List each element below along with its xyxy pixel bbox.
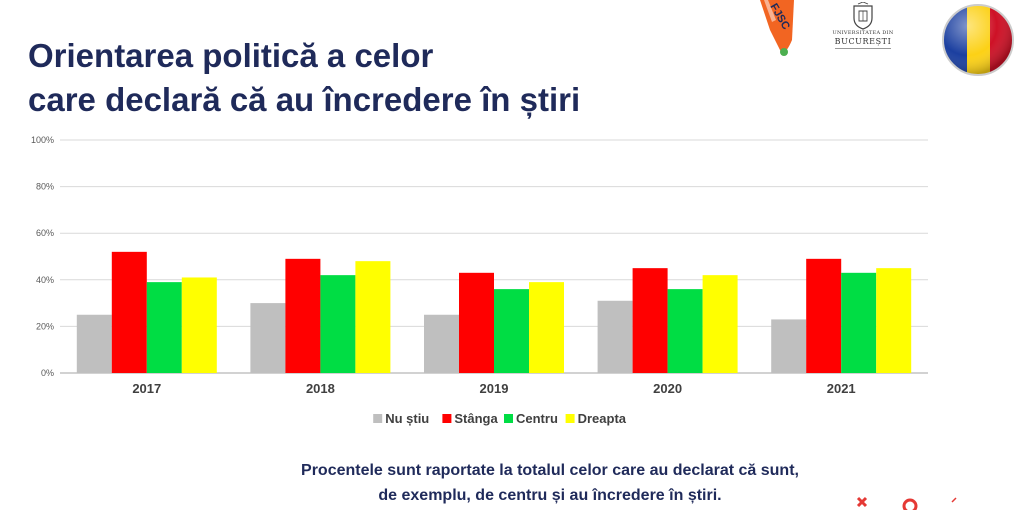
romania-flag-icon <box>942 4 1014 76</box>
bar <box>111 251 147 373</box>
y-tick-label: 20% <box>36 321 54 331</box>
unibuc-line-1: UNIVERSITATEA DIN <box>832 30 894 36</box>
y-tick-label: 80% <box>36 182 54 192</box>
bar <box>771 319 807 373</box>
bar <box>806 258 842 373</box>
bar <box>702 275 738 373</box>
bar <box>494 289 529 373</box>
x-tick-label: 2020 <box>653 381 682 396</box>
legend-label: Stânga <box>454 411 498 426</box>
bar <box>667 289 703 373</box>
unibuc-line-2: BUCUREȘTI <box>834 37 892 46</box>
bar <box>320 275 356 373</box>
partial-logo-decoration <box>856 496 957 510</box>
bar <box>355 261 391 373</box>
y-tick-label: 100% <box>31 135 54 145</box>
x-tick-label: 2018 <box>306 381 335 396</box>
unibuc-divider <box>835 48 891 49</box>
y-tick-label: 40% <box>36 275 54 285</box>
bar <box>285 258 321 373</box>
legend-label: Centru <box>516 411 558 426</box>
fjsc-logo: FJSC <box>760 0 794 56</box>
bar <box>597 300 633 373</box>
chart-caption: Procentele sunt raportate la totalul cel… <box>200 458 900 508</box>
bar <box>250 303 286 373</box>
title-line-1: Orientarea politică a celor <box>28 37 434 74</box>
legend-swatch <box>565 414 575 423</box>
bar <box>424 314 459 373</box>
bar <box>876 268 912 373</box>
legend-swatch <box>373 414 383 423</box>
legend-label: Nu știu <box>385 411 429 426</box>
x-tick-label: 2021 <box>827 381 856 396</box>
unibuc-crest-icon <box>853 2 873 30</box>
legend-label: Dreapta <box>578 411 627 426</box>
bar-chart: 0% 20% 40% 60% 80% 100% 2017 2018 2019 2020 2021 Nu… <box>31 135 928 426</box>
caption-line-2: de exemplu, de centru și au încredere în… <box>378 487 722 504</box>
y-tick-label: 60% <box>36 228 54 238</box>
legend-swatch <box>442 414 452 423</box>
title-line-2: care declară că au încredere în știri <box>28 81 581 118</box>
bar <box>841 272 877 373</box>
bar <box>632 268 668 373</box>
bar <box>181 277 217 373</box>
bar <box>459 272 494 373</box>
y-tick-label: 0% <box>41 368 54 378</box>
bar <box>76 314 112 373</box>
legend-swatch <box>504 414 513 423</box>
bar <box>529 282 564 373</box>
x-tick-label: 2019 <box>480 381 509 396</box>
caption-line-1: Procentele sunt raportate la totalul cel… <box>301 462 799 479</box>
bar <box>146 282 182 373</box>
unibuc-logo: UNIVERSITATEA DIN BUCUREȘTI <box>828 2 898 56</box>
x-tick-label: 2017 <box>132 381 161 396</box>
slide-title: Orientarea politică a celor care declară… <box>28 34 580 122</box>
